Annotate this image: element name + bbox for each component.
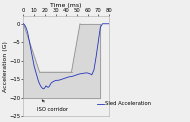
Sled Acceleration <box>59 79 61 81</box>
Line: Sled Acceleration: Sled Acceleration <box>24 24 109 89</box>
Sled Acceleration <box>82 73 84 74</box>
X-axis label: Time (ms): Time (ms) <box>50 3 82 8</box>
Sled Acceleration <box>45 85 47 87</box>
Text: ISO corridor: ISO corridor <box>37 100 68 112</box>
Polygon shape <box>80 24 100 98</box>
Polygon shape <box>24 24 80 98</box>
Sled Acceleration <box>22 23 25 25</box>
Sled Acceleration <box>108 23 110 25</box>
Legend: Sled Acceleration: Sled Acceleration <box>95 99 153 109</box>
Sled Acceleration <box>43 88 45 90</box>
Sled Acceleration <box>23 24 26 26</box>
Sled Acceleration <box>69 76 72 77</box>
Sled Acceleration <box>65 77 67 78</box>
Y-axis label: Acceleration (G): Acceleration (G) <box>3 41 8 92</box>
